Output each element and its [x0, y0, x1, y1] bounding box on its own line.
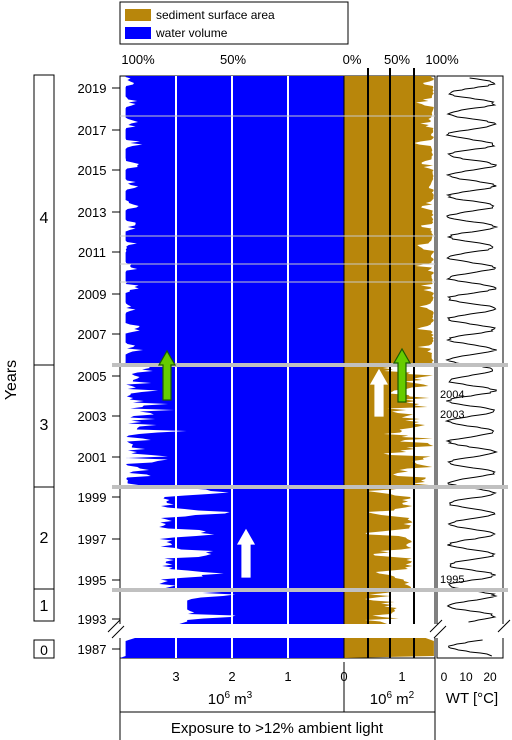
x-tick-water-2: 2 [228, 669, 235, 684]
axis-break-marks [107, 619, 511, 639]
phase-label-2: 2 [40, 530, 49, 547]
year-tick-1987: 1987 [78, 642, 107, 657]
phase-boundary-lines [112, 115, 508, 592]
wt-annotation-1995: 1995 [440, 574, 464, 586]
phase-box-1 [33, 588, 55, 622]
top-tick-sed-100: 100% [425, 52, 459, 67]
top-tick-water-100: 100% [121, 52, 155, 67]
x-tick-wt-0: 0 [441, 670, 448, 684]
green-arrow-water [157, 349, 177, 401]
phase-label-1: 1 [40, 598, 49, 615]
phase-label-0: 0 [40, 642, 48, 658]
wt-annotation-2004: 2004 [440, 389, 464, 401]
year-tick-2005: 2005 [78, 369, 107, 384]
x-tick-sed-1: 1 [398, 669, 405, 684]
white-arrow-water [236, 528, 256, 578]
year-tick-1999: 1999 [78, 490, 107, 505]
year-tick-2019: 2019 [78, 81, 107, 96]
x-tick-water-1: 1 [284, 669, 291, 684]
legend-swatch-water [125, 27, 151, 39]
top-tick-water-50: 50% [220, 52, 246, 67]
year-tick-2007: 2007 [78, 327, 107, 342]
x-tick-water-0: 0 [340, 669, 347, 684]
year-tick-1995: 1995 [78, 573, 107, 588]
white-arrow-sediment [369, 368, 389, 417]
year-tick-2013: 2013 [78, 205, 107, 220]
bottom-axis: 3 2 1 0 1 106 m3 106 m2 0 10 20 WT [°C] … [119, 658, 498, 740]
year-ticks: 2019 2017 2015 2013 2011 2009 2007 2005 2003 2001… [78, 81, 120, 657]
green-arrow-sediment [392, 347, 412, 403]
wt-line [444, 77, 499, 657]
year-tick-2017: 2017 [78, 123, 107, 138]
legend-label-sediment: sediment surface area [156, 8, 275, 22]
year-tick-2009: 2009 [78, 287, 107, 302]
year-tick-2003: 2003 [78, 409, 107, 424]
phase-label-3: 3 [40, 417, 49, 434]
phase-label-4: 4 [40, 210, 49, 227]
legend-swatch-sediment [125, 9, 151, 21]
x-tick-wt-10: 10 [459, 670, 473, 684]
water-unit-label: 106 m3 [208, 690, 253, 708]
x-tick-wt-20: 20 [483, 670, 497, 684]
year-tick-1993: 1993 [78, 612, 107, 627]
arrows [157, 347, 412, 578]
phase-box-0 [33, 639, 55, 659]
year-tick-1997: 1997 [78, 532, 107, 547]
year-tick-2011: 2011 [78, 245, 106, 260]
wt-axis-title: WT [°C] [446, 690, 498, 707]
top-tick-sed-50: 50% [384, 52, 410, 67]
phase-column: 4 3 2 1 0 [33, 74, 55, 659]
legend: sediment surface area water volume [119, 1, 349, 45]
wt-annotation-2003: 2003 [440, 409, 464, 421]
sediment-unit-label: 106 m2 [370, 690, 415, 708]
bottom-title: Exposure to >12% ambient light [171, 720, 384, 737]
top-tick-sed-0: 0% [343, 52, 362, 67]
plot-area [107, 68, 512, 659]
year-tick-2001: 2001 [78, 450, 107, 465]
y-axis-title: Years [3, 360, 20, 400]
year-tick-2015: 2015 [78, 163, 107, 178]
legend-label-water: water volume [155, 26, 228, 40]
axis-break-gap [112, 624, 512, 638]
x-tick-water-3: 3 [172, 669, 179, 684]
